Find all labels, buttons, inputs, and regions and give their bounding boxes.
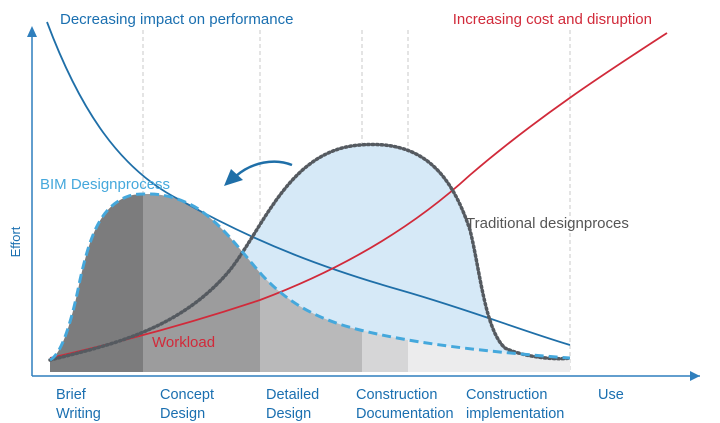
cost-label: Increasing cost and disruption xyxy=(453,11,652,28)
phase-label-detailed-2: Design xyxy=(266,406,311,422)
phase-label-brief-2: Writing xyxy=(56,406,101,422)
impact-curve xyxy=(46,21,571,346)
impact-label: Decreasing impact on performance xyxy=(60,11,293,28)
phase-label-concept-2: Design xyxy=(160,406,205,422)
x-axis-arrowhead xyxy=(690,371,700,381)
y-axis-label: Effort xyxy=(8,226,23,257)
phase-label-use: Use xyxy=(598,387,624,403)
traditional-curve xyxy=(48,142,572,362)
axes xyxy=(31,30,700,377)
cost-curve xyxy=(49,32,668,359)
phase-label-implementation: Construction xyxy=(466,387,547,403)
workload-label: Workload xyxy=(152,334,215,351)
y-axis-arrowhead xyxy=(27,26,37,37)
curved-arrow-left-icon xyxy=(224,160,293,186)
phase-label-concept: Concept xyxy=(160,387,214,403)
phase-label-implementation-2: implementation xyxy=(466,406,564,422)
bim-process-label: BIM Designprocess xyxy=(40,176,170,193)
phase-labels: Brief Writing Concept Design Detailed De… xyxy=(56,387,624,422)
phase-label-brief: Brief xyxy=(56,387,87,403)
phase-label-documentation-2: Documentation xyxy=(356,406,454,422)
phase-label-documentation: Construction xyxy=(356,387,437,403)
bim-curve xyxy=(49,192,571,362)
phase-label-detailed: Detailed xyxy=(266,387,319,403)
traditional-process-label: Traditional designproces xyxy=(466,215,629,232)
